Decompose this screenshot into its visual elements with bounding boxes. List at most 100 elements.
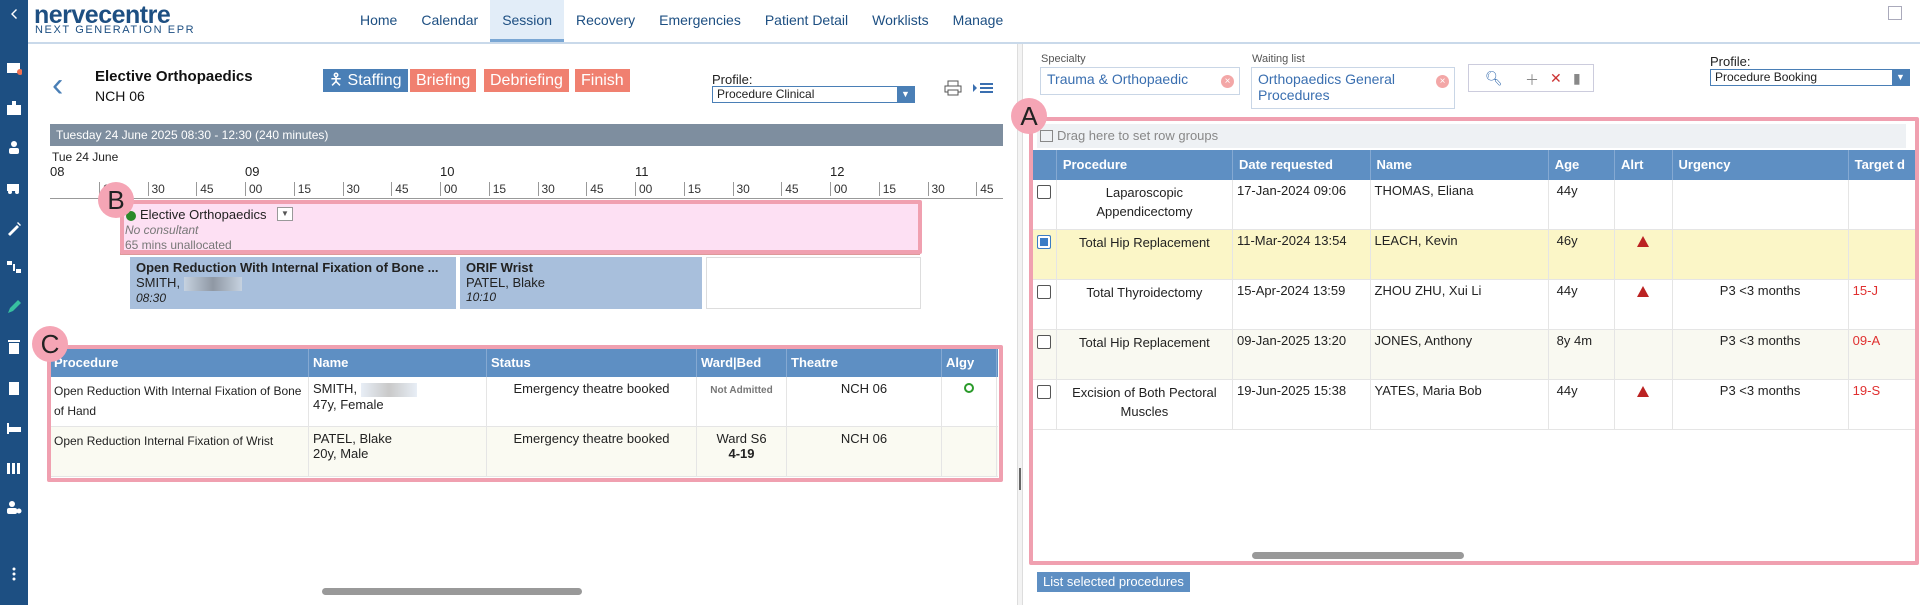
case-time: 08:30 [136,290,167,305]
nav-patient-detail[interactable]: Patient Detail [764,12,849,28]
row-checkbox[interactable] [1037,385,1051,399]
nav-worklists[interactable]: Worklists [872,12,929,28]
alert-icon[interactable] [1637,386,1650,397]
col-ward-bed[interactable]: Ward|Bed [697,349,787,377]
table-row[interactable]: Laparoscopic Appendicectomy 17-Jan-2024 0… [1033,180,1918,230]
user-settings-icon[interactable] [4,497,24,517]
list-view-icon[interactable] [972,80,994,96]
search-icon[interactable]: 🔍︎ [1485,70,1503,86]
col-allergy[interactable]: Algy [942,349,997,377]
alert-icon[interactable] [1637,236,1650,247]
nav-calendar[interactable]: Calendar [421,12,479,28]
nav-manage[interactable]: Manage [952,12,1004,28]
staffing-button[interactable]: 🯅 Staffing [323,69,408,92]
nav-session[interactable]: Session [490,0,564,42]
group-icon [1040,130,1053,142]
profile-value-right: Procedure Booking [1715,70,1818,84]
timeline-minute: 00 [440,182,457,196]
waiting-list-value: Orthopaedics General Procedures [1258,71,1395,103]
bed-icon[interactable] [4,418,24,438]
col-theatre[interactable]: Theatre [787,349,942,377]
unallocated-text: 65 mins unallocated [125,238,232,252]
table-row[interactable]: Total Hip Replacement 11-Mar-2024 13:54 LE… [1033,230,1918,280]
timeline-minute: 00 [245,182,262,196]
table-row[interactable]: Excision of Both Pectoral Muscles 19-Jun-… [1033,380,1918,430]
specialty-field[interactable]: Trauma & Orthopaedic × [1040,67,1240,95]
annotation-box-b [120,200,922,254]
alert-icon[interactable] [1637,286,1650,297]
col-alert[interactable]: Alrt [1615,150,1673,180]
finish-button[interactable]: Finish [575,69,630,92]
col-date-requested[interactable]: Date requested [1233,150,1371,180]
cell-name: LEACH, Kevin [1371,230,1549,279]
col-status[interactable]: Status [487,349,697,377]
pen-icon[interactable] [4,297,24,317]
mail-icon[interactable] [4,58,24,78]
row-group-drop-zone[interactable]: Drag here to set row groups [1037,124,1906,148]
window-icon[interactable] [1888,6,1902,20]
col-select [1033,150,1057,180]
row-checkbox[interactable] [1037,285,1051,299]
add-icon[interactable]: ＋ [1525,72,1539,88]
table-body: Laparoscopic Appendicectomy 17-Jan-2024 0… [1033,180,1918,430]
session-block[interactable]: Elective Orthopaedics ▼ No consultant 65… [120,203,920,255]
scrollbar-right[interactable] [1238,548,1908,560]
profile-value: Procedure Clinical [717,87,815,101]
person-icon[interactable] [4,137,24,157]
col-procedure[interactable]: Procedure [1057,150,1233,180]
nav-emergencies[interactable]: Emergencies [659,12,741,28]
profile-select[interactable]: Procedure Clinical ▼ [712,86,915,103]
scroll-thumb[interactable] [322,588,582,595]
table-row[interactable]: Total Hip Replacement 09-Jan-2025 13:20 JO… [1033,330,1918,380]
list-selected-procedures-button[interactable]: List selected procedures [1037,572,1190,592]
clear-icon[interactable]: × [1221,75,1234,88]
briefing-button[interactable]: Briefing [410,69,477,92]
library-icon[interactable] [4,458,24,478]
scrollbar-right[interactable] [308,584,998,596]
table-row[interactable]: Total Thyroidectomy 15-Apr-2024 13:59 ZHOU… [1033,280,1918,330]
case-block[interactable]: Open Reduction With Internal Fixation of… [130,257,456,309]
nav-recovery[interactable]: Recovery [576,12,636,28]
row-checkbox[interactable] [1037,185,1051,199]
debriefing-button[interactable]: Debriefing [484,69,569,92]
cell-procedure: Excision of Both Pectoral Muscles [1057,380,1233,429]
col-age[interactable]: Age [1549,150,1616,180]
table-row[interactable]: Open Reduction With Internal Fixation of… [50,377,998,427]
col-name[interactable]: Name [309,349,487,377]
theatre-name: NCH 06 [95,88,145,104]
col-procedure[interactable]: Procedure [50,349,309,377]
hospital-icon[interactable] [4,98,24,118]
scroll-thumb[interactable] [1252,552,1464,559]
empty-slot[interactable] [706,257,921,309]
row-checkbox[interactable] [1037,335,1051,349]
row-checkbox[interactable] [1037,235,1051,249]
case-block[interactable]: ORIF Wrist PATEL, Blake 10:10 [460,257,702,309]
print-icon[interactable] [944,80,962,96]
table-row[interactable]: Open Reduction Internal Fixation of Wris… [50,427,998,477]
clipboard-icon[interactable] [4,378,24,398]
ambulance-icon[interactable] [4,177,24,197]
bookmark-icon[interactable]: ▮ [1573,70,1581,86]
col-urgency[interactable]: Urgency [1673,150,1849,180]
chevron-down-icon[interactable]: ▼ [277,207,293,221]
trash-icon[interactable] [4,337,24,357]
waiting-list-field[interactable]: Orthopaedics General Procedures × [1251,67,1455,109]
timeline-hour: 12 [830,164,845,179]
case-title: Open Reduction With Internal Fixation of… [136,260,439,275]
scrollbar-left[interactable] [48,584,300,596]
col-name[interactable]: Name [1371,150,1549,180]
close-icon[interactable]: ✕ [1550,70,1562,86]
pane-splitter[interactable] [1017,44,1023,605]
clear-icon[interactable]: × [1436,75,1449,88]
splitter-grip[interactable] [1019,468,1021,490]
back-chevron-icon[interactable]: ‹ [52,66,64,104]
cell-procedure: Laparoscopic Appendicectomy [1057,180,1233,229]
syringe-icon[interactable] [4,218,24,238]
timeline-hour: 08 [50,164,65,179]
chevron-left-icon[interactable] [4,4,24,24]
timeline-minute: 45 [781,182,799,196]
pathway-icon[interactable] [4,257,24,277]
nav-home[interactable]: Home [360,12,398,28]
profile-select-right[interactable]: Procedure Booking ▼ [1710,69,1910,86]
more-icon[interactable] [4,564,24,584]
